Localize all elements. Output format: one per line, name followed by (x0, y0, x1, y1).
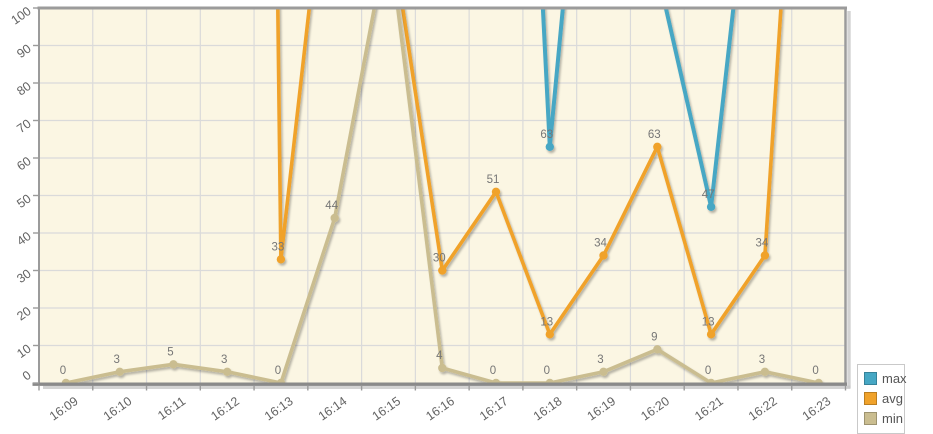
min-point-label-16:19: 3 (597, 354, 603, 366)
min-data-point-16:19[interactable] (599, 367, 608, 376)
avg-data-point-16:16[interactable] (438, 266, 447, 275)
max-series (540, 6, 736, 211)
avg-data-point-16:17[interactable] (491, 187, 501, 196)
min-point-label-16:23: 0 (812, 365, 818, 377)
y-axis-tick-label: 60 (14, 154, 33, 173)
x-axis-tick-label: 16:09 (47, 394, 81, 423)
avg-data-point-16:20[interactable] (653, 142, 662, 151)
avg-data-point-16:22[interactable] (760, 251, 770, 260)
x-axis-tick-label: 16:16 (423, 394, 457, 423)
min-point-label-16:18: 0 (544, 365, 550, 377)
max-data-point-16:21[interactable] (706, 202, 716, 211)
max-point-label-16:21: 47 (702, 189, 715, 201)
y-axis-tick-label: 90 (14, 41, 33, 60)
avg-point-label-16:18: 13 (540, 316, 553, 328)
max-series-line (540, 6, 736, 209)
avg-point-label-16:20: 63 (648, 129, 661, 141)
x-axis-tick-label: 16:13 (262, 394, 296, 423)
x-axis-tick-label: 16:14 (316, 394, 350, 423)
max-data-point-16:18[interactable] (545, 142, 554, 151)
x-axis-tick-label: 16:21 (692, 394, 726, 423)
x-axis-tick-label: 16:22 (746, 394, 780, 423)
avg-data-point-16:19[interactable] (599, 251, 608, 260)
legend-label: max (882, 371, 907, 386)
y-axis-tick-label: 50 (14, 191, 33, 210)
min-series (61, 6, 823, 385)
frame-shadow-bottom (43, 385, 851, 389)
min-data-point-16:22[interactable] (760, 367, 770, 376)
min-data-point-16:11[interactable] (169, 360, 178, 369)
min-point-label-16:21: 0 (705, 365, 711, 377)
max-point-label-16:18: 63 (540, 129, 553, 141)
min-point-label-16:14: 44 (325, 200, 338, 212)
y-axis-tick-label: 40 (14, 229, 33, 248)
x-axis-tick-label: 16:11 (155, 394, 188, 423)
legend-label: min (882, 411, 903, 426)
avg-data-point-16:21[interactable] (706, 330, 716, 339)
avg-point-label-16:22: 34 (756, 238, 769, 250)
min-point-label-16:11: 5 (167, 346, 173, 358)
x-axis-tick-label: 16:20 (638, 394, 672, 423)
x-axis-tick-label: 16:18 (531, 394, 565, 423)
min-point-label-16:17: 0 (490, 365, 496, 377)
min-data-point-16:16[interactable] (438, 363, 447, 373)
x-axis-tick-label: 16:19 (585, 394, 619, 423)
min-point-label-16:22: 3 (759, 354, 765, 366)
legend-label: avg (882, 391, 903, 406)
y-axis-tick-label: 0 (20, 368, 34, 383)
min-point-label-16:12: 3 (221, 354, 227, 366)
legend-item-max[interactable]: max (864, 372, 907, 385)
x-axis-tick-label: 16:23 (800, 394, 834, 423)
x-axis-tick-label: 16:10 (101, 394, 135, 423)
chart-legend: max avg min (857, 364, 907, 434)
y-axis-tick-label: 100 (9, 4, 34, 27)
min-data-point-16:12[interactable] (223, 367, 232, 376)
y-axis-tick-label: 30 (14, 266, 33, 285)
avg-point-label-16:13: 33 (272, 241, 285, 253)
y-axis-tick-label: 70 (14, 116, 33, 135)
x-axis-tick-label: 16:12 (208, 394, 242, 423)
min-point-label-16:20: 9 (651, 331, 657, 343)
avg-data-point-16:18[interactable] (545, 330, 554, 339)
frame-shadow-right (847, 11, 851, 388)
avg-point-label-16:21: 13 (702, 316, 715, 328)
avg-series (275, 6, 783, 339)
y-axis-tick-label: 20 (14, 304, 33, 323)
avg-series-swatch-icon (864, 392, 877, 405)
avg-point-label-16:19: 34 (594, 238, 607, 250)
legend-item-avg[interactable]: avg (864, 392, 903, 405)
x-axis-tick-label: 16:15 (370, 394, 404, 423)
y-axis-tick-label: 80 (14, 79, 33, 98)
y-axis-tick-label: 10 (14, 341, 33, 360)
min-point-label-16:13: 0 (275, 365, 281, 377)
min-series-swatch-icon (864, 412, 877, 425)
min-data-point-16:14[interactable] (330, 213, 339, 223)
avg-point-label-16:17: 51 (487, 174, 500, 186)
avg-data-point-16:13[interactable] (276, 255, 286, 264)
min-point-label-16:10: 3 (113, 354, 119, 366)
min-point-label-16:09: 0 (60, 365, 66, 377)
max-series-swatch-icon (864, 372, 877, 385)
min-point-label-16:16: 4 (436, 350, 443, 362)
avg-point-label-16:16: 30 (433, 253, 446, 265)
min-data-point-16:10[interactable] (115, 367, 124, 376)
legend-item-min[interactable]: min (864, 412, 903, 425)
min-data-point-16:20[interactable] (653, 345, 662, 354)
x-axis-tick-label: 16:17 (477, 394, 511, 423)
